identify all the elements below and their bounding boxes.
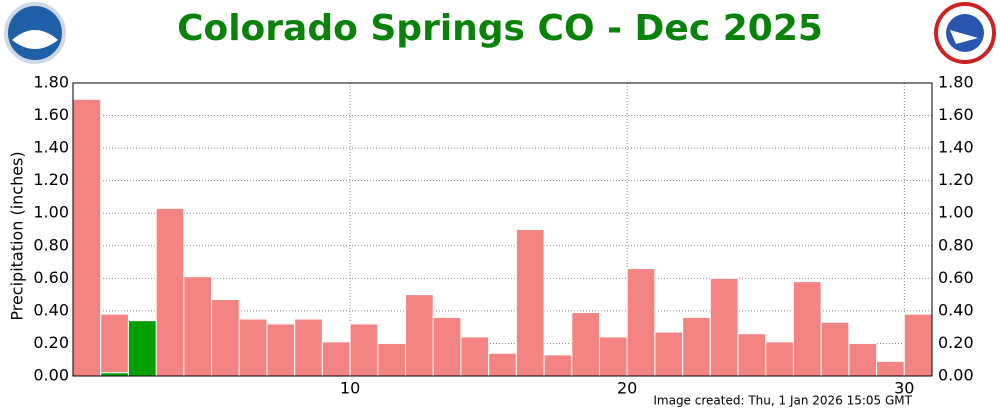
x-tick-label: 10 [340,379,360,398]
bar [571,312,600,377]
bar [682,316,711,377]
bar [903,313,933,377]
y2-tick-label: 1.40 [938,138,974,157]
bar [765,341,794,377]
bar [211,298,240,377]
bar [72,98,102,377]
bar [100,313,129,377]
bar [626,268,656,377]
bar [848,342,878,377]
bar [432,316,462,377]
footer: Image created: Thu, 1 Jan 2026 15:05 GMT [653,394,912,408]
y-tick-label: 0.20 [33,333,69,352]
y-tick-label: 1.80 [33,73,69,92]
bar [737,333,767,377]
bar [127,320,157,377]
bar [405,294,434,377]
y-tick-label: 0.80 [33,235,69,254]
y2-tick-label: 1.60 [938,105,974,124]
y2-tick-label: 1.00 [938,203,974,222]
bar [820,321,850,377]
nws-logo [934,2,996,64]
bar [488,352,517,377]
bar [598,336,628,377]
bar [460,336,490,377]
bar [321,341,351,377]
noaa-logo [4,2,66,64]
y2-tick-label: 1.20 [938,170,974,189]
bar [377,342,407,377]
plot-frame [72,82,933,377]
bar [654,331,684,377]
bar [266,323,296,377]
y2-tick-label: 0.00 [938,366,974,385]
bar [876,360,905,377]
x-tick-label: 30 [894,379,914,398]
y-tick-label: 0.60 [33,268,69,287]
bar [515,229,545,377]
y-tick-label: 1.60 [33,105,69,124]
x-tick-label: 20 [617,379,637,398]
bar [294,318,323,377]
bar [709,277,739,377]
y2-tick-label: 0.80 [938,235,974,254]
y-tick-label: 1.00 [33,203,69,222]
chart-title: Colorado Springs CO - Dec 2025 [177,8,823,49]
y-tick-label: 1.20 [33,170,69,189]
bar [349,323,379,377]
y2-tick-label: 0.40 [938,300,974,319]
y-tick-label: 1.40 [33,138,69,157]
y2-tick-label: 1.80 [938,73,974,92]
bar [238,318,268,377]
bar [183,276,213,377]
y-tick-label: 0.40 [33,300,69,319]
bar [543,354,573,377]
bar [155,207,185,377]
y2-tick-label: 0.20 [938,333,974,352]
bar [792,281,822,377]
y2-tick-label: 0.60 [938,268,974,287]
y-tick-label: 0.00 [33,366,69,385]
y-axis-label: Precipitation (inches) [8,151,27,320]
